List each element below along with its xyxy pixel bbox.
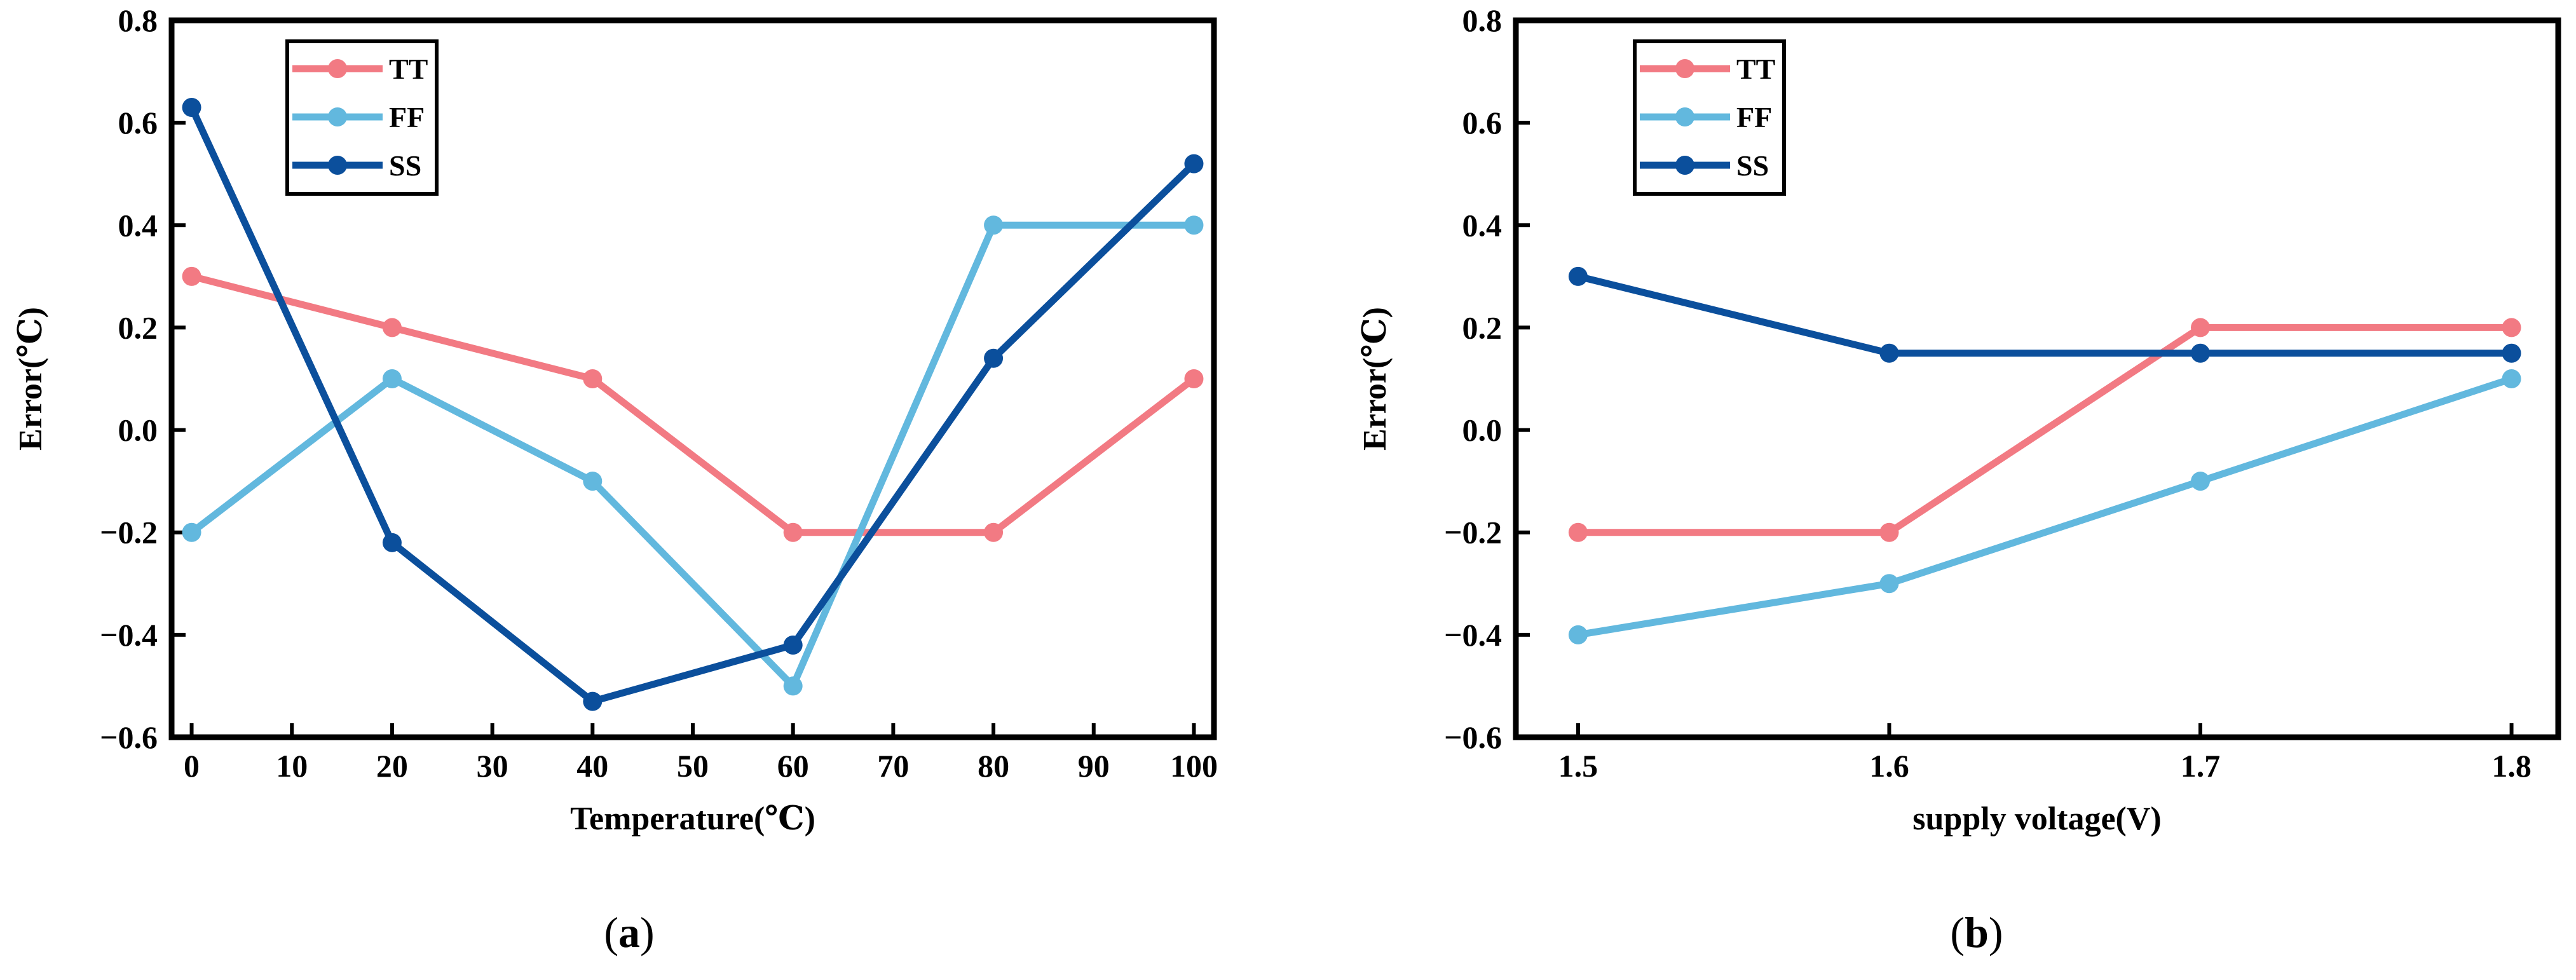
y-tick-label: 0.6 xyxy=(118,105,158,140)
y-tick-label: 0.4 xyxy=(1462,207,1503,243)
data-point-tt xyxy=(583,369,603,388)
legend-marker-ff xyxy=(328,107,347,126)
x-tick-label: 30 xyxy=(477,748,508,784)
y-tick-label: −0.6 xyxy=(1444,719,1502,755)
series-line-tt xyxy=(1578,323,2512,536)
legend-label-tt: TT xyxy=(1736,53,1775,85)
data-point-ss xyxy=(1879,343,1899,363)
x-tick-label: 50 xyxy=(677,748,709,784)
data-point-ff xyxy=(783,676,803,696)
panel-label: (a) xyxy=(604,908,654,956)
series-line-ss xyxy=(1577,273,2512,357)
legend-label-ff: FF xyxy=(1736,101,1772,133)
y-tick-label: 0.2 xyxy=(118,310,158,345)
y-tick-label: 0.6 xyxy=(1462,105,1503,140)
x-tick-label: 1.8 xyxy=(2491,748,2532,784)
plot-frame xyxy=(1513,17,2561,740)
chart-b: 1.5 1.6 1.7 1.8 −0.6 −0.4 −0.2 0.0 0.2 0.4 0.6 0.8 s… xyxy=(1357,3,2561,956)
data-point-tt xyxy=(1879,522,1899,542)
x-tick-label: 80 xyxy=(978,748,1009,784)
x-axis-title: Temperature(℃) xyxy=(570,801,815,837)
chart-a: 0 10 20 30 40 50 60 70 80 90 100 −0.6 −0.4 −0.2 0.0 0.2… xyxy=(13,3,1218,956)
data-point-ff xyxy=(2502,369,2521,388)
y-tick-label: −0.4 xyxy=(100,617,158,653)
data-point-tt xyxy=(1568,522,1588,542)
data-point-ss xyxy=(182,97,201,117)
legend-label-ff: FF xyxy=(389,101,425,133)
data-point-tt xyxy=(1184,369,1204,388)
data-point-ss xyxy=(783,635,803,655)
data-point-ff xyxy=(382,369,402,388)
data-point-ss xyxy=(382,533,402,552)
data-point-ff xyxy=(1879,574,1899,594)
data-point-ss xyxy=(2191,343,2211,363)
data-point-tt xyxy=(984,522,1004,542)
data-point-tt xyxy=(182,266,201,286)
x-tick-label: 90 xyxy=(1078,748,1110,784)
data-point-ff xyxy=(1568,625,1588,644)
data-point-tt xyxy=(783,522,803,542)
x-tick-label: 1.5 xyxy=(1558,748,1598,784)
legend-marker-ss xyxy=(1675,156,1694,175)
data-point-ff xyxy=(583,472,603,491)
series-line-tt xyxy=(191,273,1196,536)
y-axis-title: Error(℃) xyxy=(1357,307,1393,451)
data-point-ss xyxy=(2502,343,2521,363)
data-point-ss xyxy=(583,691,603,711)
y-tick-label: 0.8 xyxy=(1462,3,1503,38)
data-point-ss xyxy=(984,348,1004,368)
data-point-tt xyxy=(382,318,402,337)
y-tick-label: 0.0 xyxy=(118,412,158,448)
x-tick-label: 100 xyxy=(1170,748,1218,784)
x-tick-label: 20 xyxy=(376,748,408,784)
y-tick-label: −0.2 xyxy=(1444,515,1502,550)
series-line-ff xyxy=(189,221,1194,690)
y-tick-label: 0.8 xyxy=(118,3,158,38)
x-tick-label: 70 xyxy=(877,748,909,784)
data-point-ff xyxy=(1184,215,1204,235)
legend-label-tt: TT xyxy=(389,53,428,85)
legend-marker-tt xyxy=(328,59,347,78)
x-tick-label: 1.6 xyxy=(1869,748,1909,784)
series-line-ff xyxy=(1578,375,2513,639)
legend-label-ss: SS xyxy=(1736,149,1769,182)
panel-label: (b) xyxy=(1950,908,2003,956)
data-point-ff xyxy=(2191,472,2211,491)
legend-marker-tt xyxy=(1675,59,1694,78)
y-axis-title: Error(℃) xyxy=(13,307,49,451)
y-tick-label: −0.4 xyxy=(1444,617,1502,653)
x-tick-label: 40 xyxy=(576,748,608,784)
x-tick-label: 0 xyxy=(184,748,200,784)
series-line-ss xyxy=(188,105,1197,705)
legend-marker-ff xyxy=(1675,107,1694,126)
x-tick-label: 10 xyxy=(276,748,308,784)
x-tick-label: 1.7 xyxy=(2181,748,2221,784)
legend-marker-ss xyxy=(328,156,347,175)
y-tick-label: −0.2 xyxy=(100,515,158,550)
y-tick-label: 0.4 xyxy=(118,207,158,243)
data-point-ff xyxy=(984,215,1004,235)
y-tick-label: 0.2 xyxy=(1462,310,1503,345)
data-point-tt xyxy=(2502,318,2521,337)
y-tick-label: 0.0 xyxy=(1462,412,1503,448)
legend-label-ss: SS xyxy=(389,149,421,182)
data-point-ss xyxy=(1568,266,1588,286)
x-tick-label: 60 xyxy=(777,748,809,784)
data-point-ff xyxy=(182,522,201,542)
data-point-ss xyxy=(1184,154,1204,174)
x-axis-title: supply voltage(V) xyxy=(1912,801,2161,837)
y-tick-label: −0.6 xyxy=(100,719,158,755)
data-point-tt xyxy=(2191,318,2211,337)
